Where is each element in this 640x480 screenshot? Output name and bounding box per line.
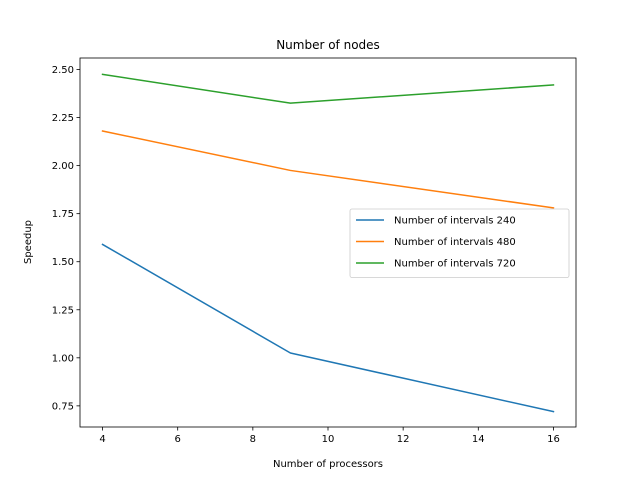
x-axis-label: Number of processors [273,459,383,470]
series-line-2 [101,130,555,209]
legend-label: Number of intervals 480 [394,237,516,248]
legend: Number of intervals 240 Number of interva… [349,208,570,278]
x-axis: 4 6 8 10 12 14 16 [99,427,560,445]
y-tick-label: 1.00 [52,353,74,364]
x-tick-label: 4 [99,434,105,445]
x-tick-label: 6 [175,434,181,445]
y-tick-label: 1.50 [52,257,74,268]
x-tick-label: 8 [250,434,256,445]
y-tick-label: 1.75 [52,209,74,220]
y-axis: 0.75 1.00 1.25 1.50 1.75 2.00 2.25 2.50 [52,65,80,412]
y-axis-label: Speedup [23,220,34,264]
x-tick-label: 12 [397,434,410,445]
series-line-3 [101,73,555,104]
x-tick-label: 14 [472,434,485,445]
legend-frame [349,208,570,278]
series-line-1 [101,243,555,413]
x-tick-label: 16 [547,434,560,445]
y-tick-label: 2.25 [52,113,74,124]
y-tick-label: 2.00 [52,161,74,172]
y-tick-label: 0.75 [52,401,74,412]
legend-label: Number of intervals 240 [394,216,516,227]
x-tick-label: 10 [322,434,335,445]
legend-label: Number of intervals 720 [394,259,516,270]
y-tick-label: 1.25 [52,305,74,316]
y-tick-label: 2.50 [52,65,74,76]
plot-area [101,73,555,413]
chart-title: Number of nodes [276,38,380,52]
